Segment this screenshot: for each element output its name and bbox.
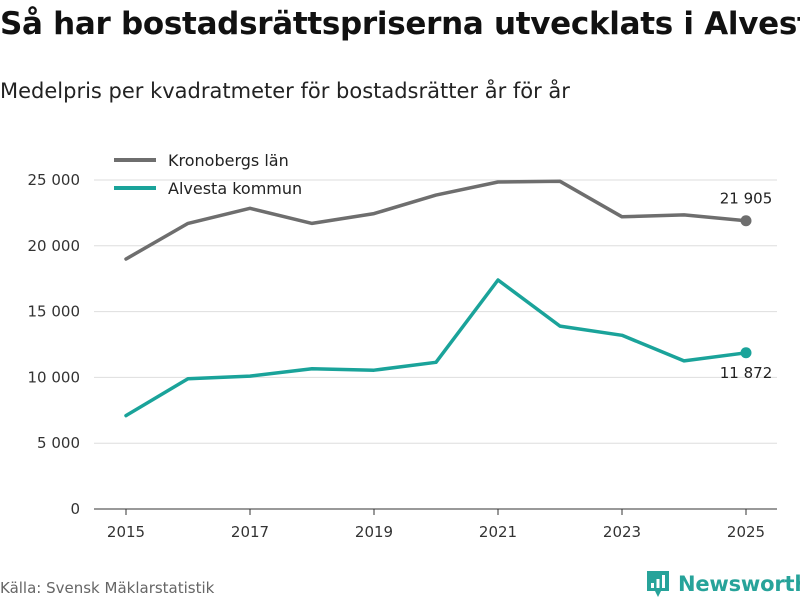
series-end-label: 21 905 xyxy=(720,190,773,208)
x-tick-label: 2017 xyxy=(231,523,269,541)
x-tick-label: 2015 xyxy=(107,523,145,541)
x-tick-label: 2019 xyxy=(355,523,393,541)
x-tick-label: 2023 xyxy=(603,523,641,541)
brand-name: Newsworthy xyxy=(678,572,800,596)
chart-subtitle: Medelpris per kvadratmeter för bostadsrä… xyxy=(0,79,570,103)
series-end-point xyxy=(740,347,752,359)
brand-logo[interactable]: Newsworthy xyxy=(645,570,800,598)
newsworthy-logo-icon xyxy=(647,571,669,597)
series-line-alvesta-kommun xyxy=(124,278,748,418)
y-tick-label: 15 000 xyxy=(28,303,81,321)
legend-label: Kronobergs län xyxy=(168,151,289,170)
y-tick-label: 0 xyxy=(70,500,80,518)
legend-label: Alvesta kommun xyxy=(168,179,302,198)
series-end-point xyxy=(740,215,752,227)
y-tick-label: 10 000 xyxy=(28,368,81,386)
x-tick-label: 2025 xyxy=(727,523,765,541)
source-note: Källa: Svensk Mäklarstatistik xyxy=(0,579,215,597)
y-tick-label: 25 000 xyxy=(28,171,81,189)
y-tick-label: 5 000 xyxy=(37,434,80,452)
x-tick-label: 2021 xyxy=(479,523,517,541)
series-end-label: 11 872 xyxy=(720,364,773,382)
series-line-kronobergs-lan xyxy=(124,179,748,261)
chart-title: Så har bostadsrättspriserna utvecklats i… xyxy=(0,6,800,42)
y-tick-label: 20 000 xyxy=(28,237,81,255)
